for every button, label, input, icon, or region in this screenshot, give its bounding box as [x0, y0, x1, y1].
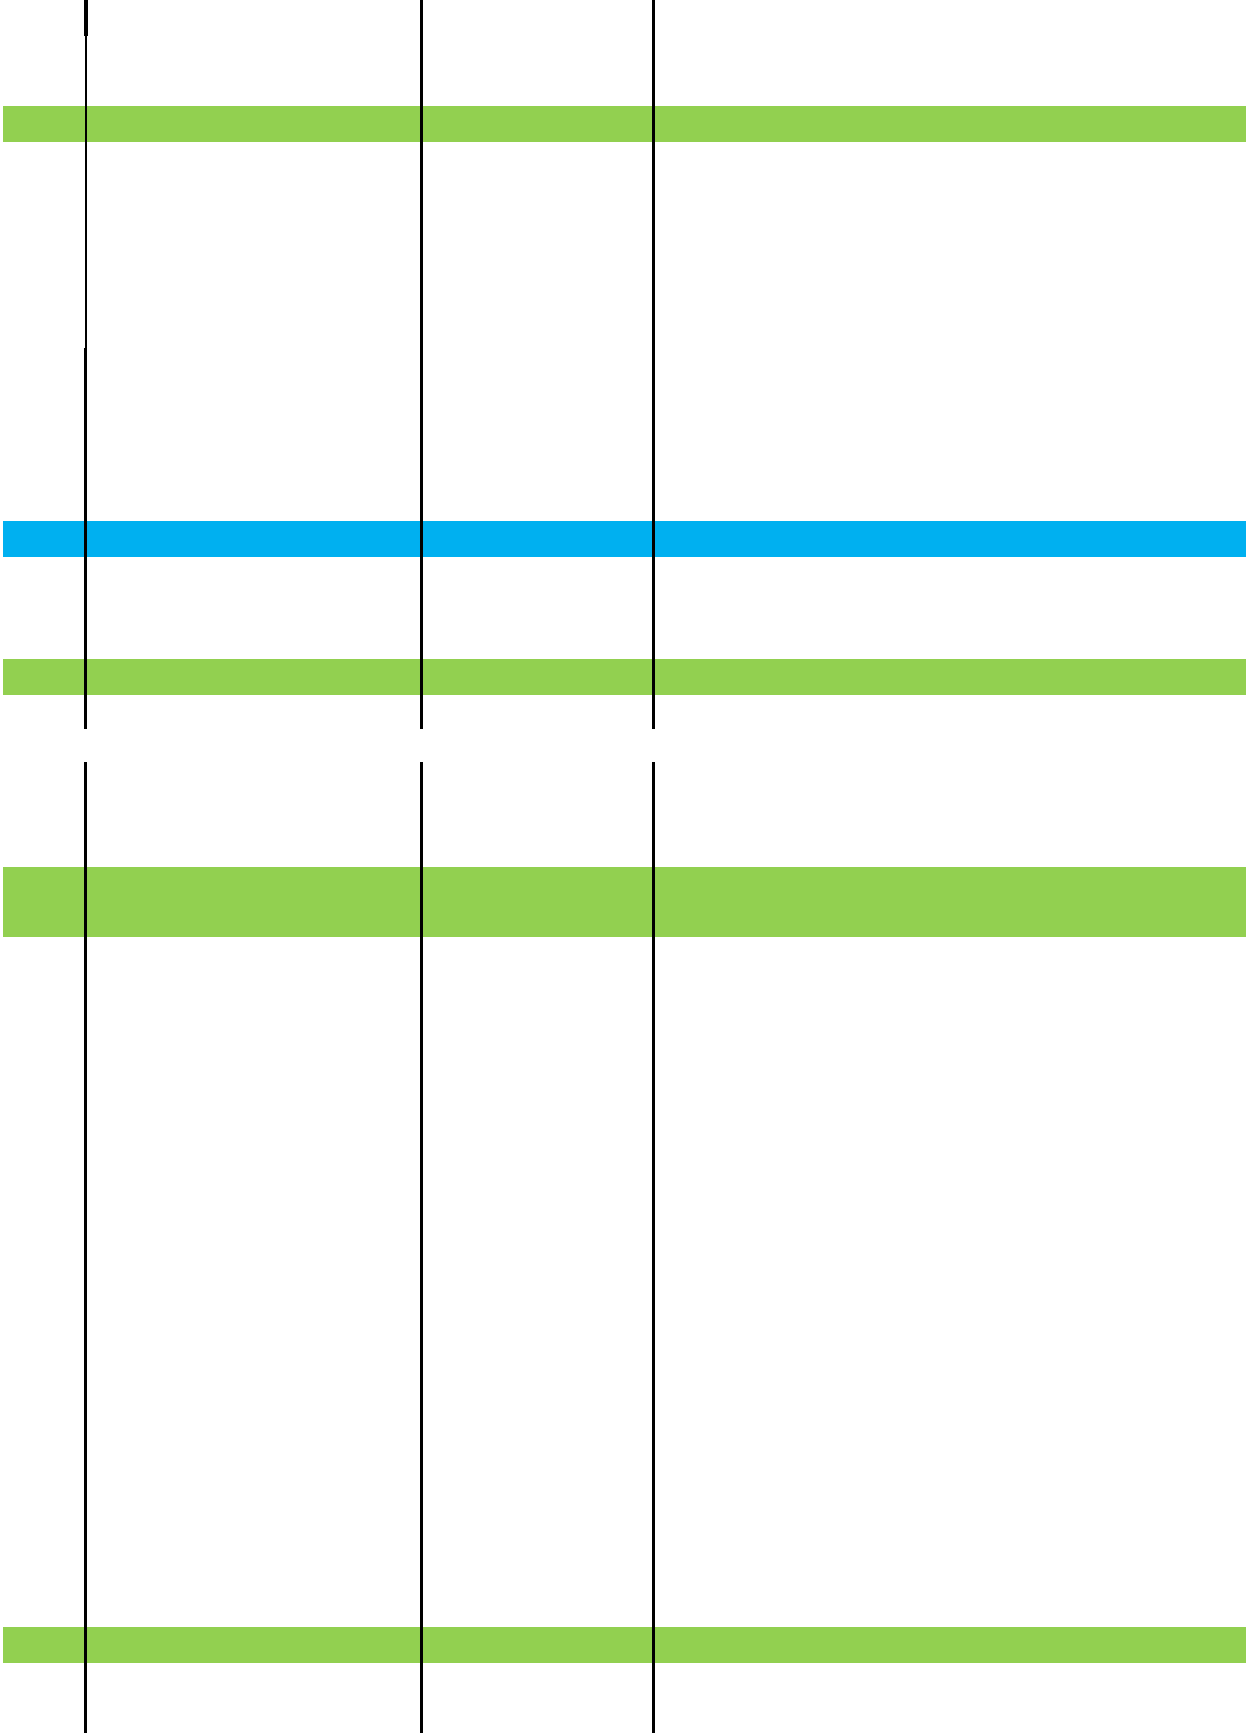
- column-rule: [652, 0, 655, 729]
- highlight-band-green: [3, 659, 1246, 695]
- column-rule: [85, 36, 87, 348]
- highlight-band-green: [3, 867, 1246, 937]
- column-rule: [84, 762, 87, 1733]
- column-rule: [420, 762, 423, 1733]
- column-rule: [84, 0, 88, 36]
- highlight-band-green: [3, 106, 1246, 142]
- column-rule: [420, 0, 423, 729]
- column-rule: [84, 348, 87, 729]
- highlight-band-blue: [3, 521, 1246, 557]
- column-rule: [652, 762, 655, 1733]
- highlight-band-green: [3, 1627, 1246, 1663]
